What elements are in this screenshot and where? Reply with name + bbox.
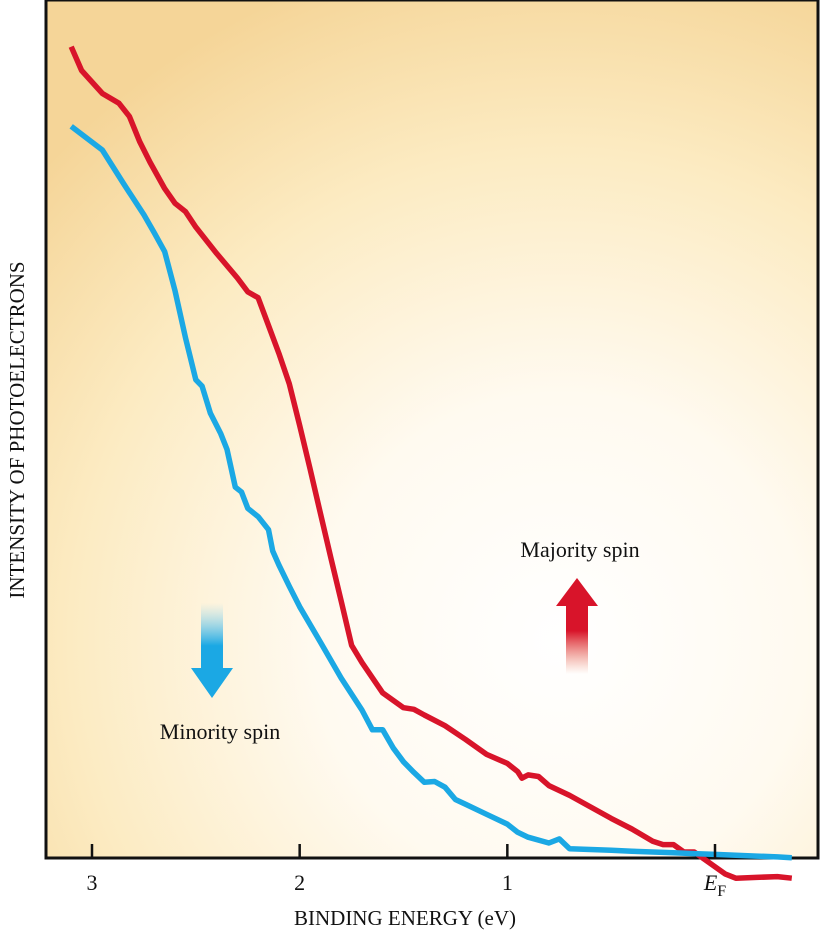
majority-spin-label: Majority spin <box>520 537 639 562</box>
minority-spin-annotation: Minority spin <box>160 603 280 744</box>
majority-spin-annotation: Majority spin <box>520 537 640 674</box>
series-line-minority-spin <box>69 124 792 861</box>
series-line-majority-spin <box>68 45 793 881</box>
x-tick-label: 2 <box>294 870 305 895</box>
down-arrow-icon <box>191 603 233 698</box>
series-layer <box>68 45 793 881</box>
x-axis: 3 2 1 EF <box>87 844 726 900</box>
x-tick-label: EF <box>703 870 726 900</box>
plot-area <box>44 0 820 860</box>
x-tick-label: 3 <box>87 870 98 895</box>
up-arrow-icon <box>556 578 598 674</box>
minority-spin-label: Minority spin <box>160 719 280 744</box>
x-tick-label: 1 <box>502 870 513 895</box>
x-axis-title: BINDING ENERGY (eV) <box>294 906 516 930</box>
y-axis-title: INTENSITY OF PHOTOELECTRONS <box>5 261 29 598</box>
